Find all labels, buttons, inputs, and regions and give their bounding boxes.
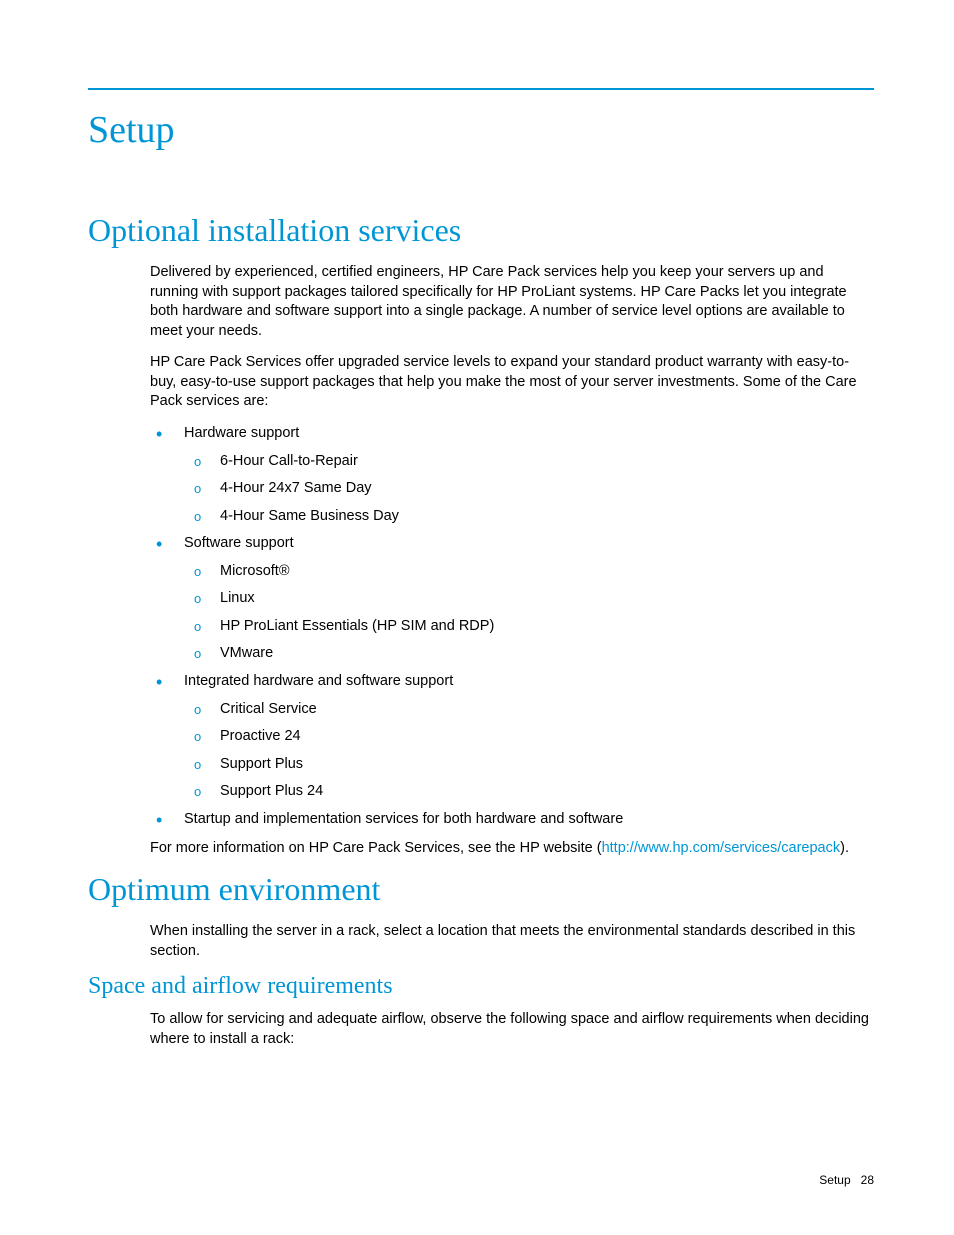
section-heading-optional-install: Optional installation services (88, 212, 874, 249)
list-item-label: Integrated hardware and software support (184, 673, 453, 689)
list-item: 4-Hour 24x7 Same Day (184, 479, 874, 499)
top-divider (88, 88, 874, 90)
list-item: Software support Microsoft® Linux HP Pro… (150, 534, 874, 664)
bullet-list: Hardware support 6-Hour Call-to-Repair 4… (150, 424, 874, 829)
list-item: 4-Hour Same Business Day (184, 507, 874, 527)
paragraph: When installing the server in a rack, se… (150, 922, 874, 961)
closing-text-pre: For more information on HP Care Pack Ser… (150, 840, 602, 856)
footer-page-number: 28 (861, 1173, 874, 1187)
list-item: Startup and implementation services for … (150, 810, 874, 830)
bullet-sublist: Microsoft® Linux HP ProLiant Essentials … (184, 562, 874, 664)
bullet-sublist: Critical Service Proactive 24 Support Pl… (184, 700, 874, 802)
list-item: Proactive 24 (184, 727, 874, 747)
subsection-heading-space-airflow: Space and airflow requirements (88, 973, 874, 1000)
closing-text-post: ). (840, 840, 849, 856)
paragraph: For more information on HP Care Pack Ser… (150, 839, 874, 859)
list-item: 6-Hour Call-to-Repair (184, 452, 874, 472)
list-item: Linux (184, 589, 874, 609)
list-item: Support Plus (184, 755, 874, 775)
list-item-label: Startup and implementation services for … (184, 811, 623, 827)
list-item-label: Hardware support (184, 425, 299, 441)
paragraph: To allow for servicing and adequate airf… (150, 1010, 874, 1049)
page-title: Setup (88, 108, 874, 152)
list-item: Support Plus 24 (184, 782, 874, 802)
carepack-link[interactable]: http://www.hp.com/services/carepack (602, 840, 841, 856)
list-item: HP ProLiant Essentials (HP SIM and RDP) (184, 617, 874, 637)
list-item: Critical Service (184, 700, 874, 720)
list-item: Integrated hardware and software support… (150, 672, 874, 802)
page-footer: Setup 28 (819, 1173, 874, 1187)
list-item: Hardware support 6-Hour Call-to-Repair 4… (150, 424, 874, 526)
bullet-sublist: 6-Hour Call-to-Repair 4-Hour 24x7 Same D… (184, 452, 874, 527)
list-item-label: Software support (184, 535, 294, 551)
paragraph: HP Care Pack Services offer upgraded ser… (150, 353, 874, 412)
paragraph: Delivered by experienced, certified engi… (150, 263, 874, 341)
document-page: Setup Optional installation services Del… (0, 0, 954, 1101)
list-item: Microsoft® (184, 562, 874, 582)
footer-section-label: Setup (819, 1173, 850, 1187)
list-item: VMware (184, 644, 874, 664)
section-heading-optimum-environment: Optimum environment (88, 871, 874, 908)
